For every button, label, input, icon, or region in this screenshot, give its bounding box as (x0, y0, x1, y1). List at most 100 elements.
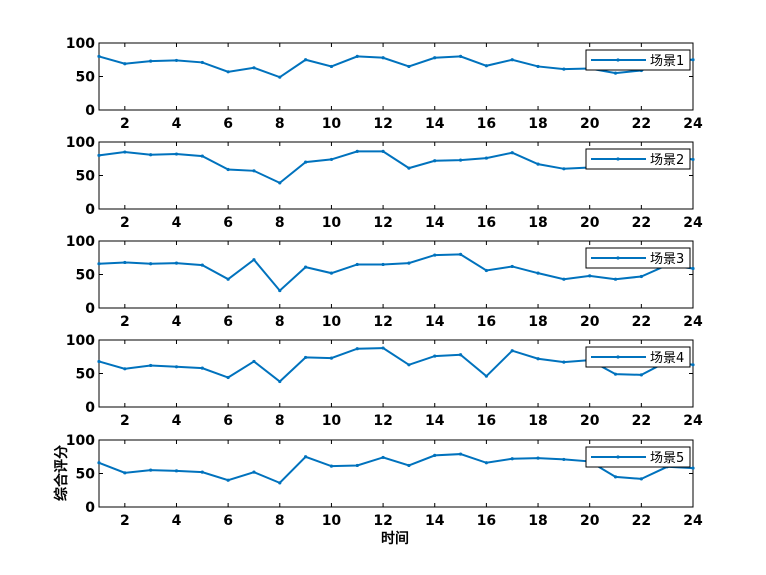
data-point (484, 64, 488, 68)
data-point (174, 58, 179, 63)
series-line (98, 253, 694, 293)
data-point (484, 156, 488, 160)
x-tick-label: 6 (223, 215, 233, 231)
data-point (329, 464, 334, 468)
data-point (562, 360, 566, 364)
x-tick-label: 4 (172, 215, 182, 231)
data-point (562, 167, 566, 171)
data-point (226, 70, 230, 74)
data-point (174, 152, 179, 156)
x-tick-label: 10 (322, 116, 342, 132)
data-point (123, 150, 127, 154)
data-point (458, 54, 463, 59)
x-tick-label: 20 (580, 513, 600, 529)
data-point (355, 463, 359, 468)
data-point (433, 453, 437, 458)
x-tick-label: 24 (683, 413, 703, 429)
x-tick-label: 22 (632, 215, 651, 231)
x-tick-label: 18 (528, 314, 547, 330)
x-tick-label: 20 (580, 314, 600, 330)
data-point (174, 365, 179, 369)
x-tick-label: 12 (373, 513, 392, 529)
y-tick-label: 100 (66, 433, 95, 449)
x-tick-label: 18 (528, 215, 547, 231)
data-point (329, 271, 334, 275)
data-point (381, 262, 385, 267)
y-tick-label: 0 (85, 301, 95, 317)
data-point (97, 54, 101, 59)
data-point (123, 367, 127, 371)
data-point (304, 355, 308, 360)
x-tick-label: 4 (172, 314, 182, 330)
data-point (304, 265, 308, 269)
data-point (536, 357, 540, 361)
data-point (691, 363, 695, 367)
legend-marker (616, 355, 620, 359)
data-point (226, 375, 230, 380)
data-point (381, 346, 385, 350)
data-point (97, 153, 101, 157)
data-point (252, 470, 256, 474)
data-point (355, 262, 359, 267)
data-point (691, 466, 695, 470)
x-tick-label: 10 (322, 413, 342, 429)
y-tick-label: 0 (85, 400, 95, 416)
data-point (278, 288, 282, 293)
x-tick-label: 14 (425, 513, 445, 529)
data-point (536, 162, 540, 166)
data-point (407, 363, 411, 367)
x-tick-label: 6 (223, 116, 233, 132)
data-point (613, 475, 618, 479)
x-tick-label: 12 (373, 314, 392, 330)
x-tick-label: 2 (120, 314, 130, 330)
data-point (355, 149, 359, 153)
data-point (226, 277, 230, 281)
legend: 场景3 (585, 247, 691, 269)
data-point (510, 457, 514, 461)
data-point (252, 169, 256, 173)
legend-marker (616, 58, 620, 62)
data-point (149, 262, 153, 266)
x-tick-label: 6 (223, 314, 233, 330)
y-tick-label: 50 (76, 467, 96, 483)
data-point (200, 154, 204, 158)
data-point (149, 59, 153, 63)
data-point (174, 469, 179, 473)
data-point (433, 56, 437, 60)
data-point (304, 455, 308, 459)
data-point (639, 477, 643, 481)
data-point (149, 363, 153, 368)
data-point (278, 379, 282, 384)
data-point (588, 274, 592, 278)
data-point (355, 54, 359, 59)
y-tick-label: 100 (66, 36, 95, 52)
data-point (458, 452, 463, 456)
data-point (381, 56, 385, 60)
x-tick-label: 4 (172, 513, 182, 529)
x-tick-label: 12 (373, 116, 392, 132)
x-tick-label: 18 (528, 513, 547, 529)
legend-label: 场景1 (650, 54, 684, 69)
data-point (200, 366, 204, 370)
data-point (407, 463, 411, 468)
data-point (200, 60, 204, 65)
y-tick-label: 50 (76, 367, 96, 383)
data-point (355, 347, 359, 351)
data-point (458, 158, 463, 162)
x-tick-label: 10 (322, 314, 342, 330)
y-tick-label: 50 (76, 169, 96, 185)
data-point (562, 457, 566, 462)
data-point (200, 470, 204, 474)
data-point (97, 359, 101, 364)
data-point (123, 62, 127, 66)
x-tick-label: 16 (477, 513, 496, 529)
legend: 场景1 (585, 49, 691, 71)
x-tick-label: 24 (683, 116, 703, 132)
data-point (123, 471, 127, 475)
data-point (149, 468, 153, 472)
data-point (329, 157, 334, 162)
